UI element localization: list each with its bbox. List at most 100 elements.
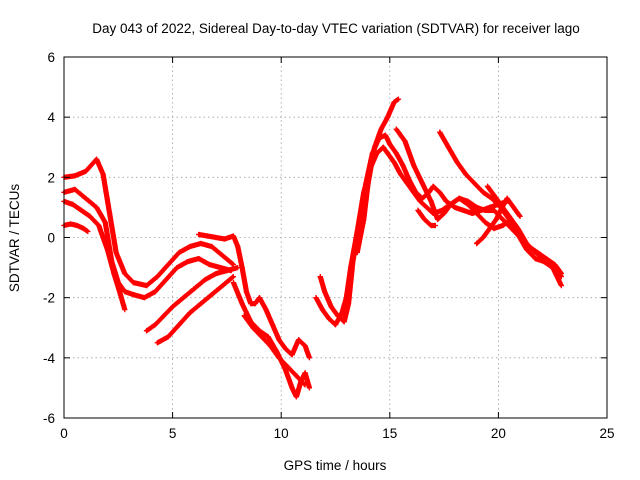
data-point — [482, 219, 488, 226]
data-point — [256, 295, 263, 301]
data-point — [302, 343, 308, 349]
data-point — [104, 246, 111, 253]
data-point — [480, 189, 486, 195]
data-point — [143, 328, 150, 334]
data-point — [85, 228, 91, 235]
data-point — [285, 364, 291, 370]
series-track-16 — [474, 195, 523, 247]
data-point — [402, 138, 408, 144]
data-point — [176, 249, 182, 256]
data-point — [111, 271, 117, 277]
data-point — [187, 243, 193, 250]
data-point — [198, 301, 204, 307]
data-point — [452, 204, 458, 211]
data-point — [302, 382, 308, 388]
data-point — [176, 322, 182, 328]
data-point — [417, 198, 423, 204]
data-point — [393, 126, 399, 132]
data-point — [465, 198, 471, 204]
data-point — [152, 322, 158, 328]
data-point — [219, 283, 226, 289]
grid-lines — [64, 57, 607, 418]
data-point — [241, 313, 247, 319]
data-point — [213, 271, 219, 277]
data-point — [289, 352, 295, 358]
data-point — [72, 173, 78, 179]
data-point — [515, 225, 521, 232]
data-point — [474, 240, 480, 247]
series-track-5 — [143, 264, 241, 334]
data-point — [209, 292, 215, 298]
data-point — [117, 292, 124, 298]
data-point — [198, 240, 204, 247]
data-point — [154, 340, 160, 346]
data-point — [152, 289, 158, 295]
data-point — [235, 243, 241, 250]
data-point — [474, 210, 480, 217]
data-point — [391, 159, 397, 165]
data-point — [170, 304, 176, 310]
data-point — [130, 280, 137, 286]
data-point — [202, 277, 208, 283]
series-track-9 — [241, 313, 308, 388]
data-point — [269, 322, 276, 328]
data-point — [428, 222, 434, 229]
data-point — [411, 162, 417, 168]
data-point — [415, 207, 421, 214]
data-point — [380, 144, 386, 150]
data-point — [248, 301, 254, 307]
data-point — [445, 144, 452, 150]
data-point — [434, 216, 441, 223]
data-point — [491, 225, 497, 232]
data-point — [491, 207, 497, 214]
data-point — [491, 192, 497, 198]
data-point — [174, 264, 180, 271]
data-point — [282, 346, 289, 352]
data-point — [428, 198, 434, 204]
data-point — [191, 286, 197, 292]
data-point — [180, 295, 187, 301]
data-point — [541, 255, 547, 262]
data-point — [204, 233, 210, 239]
data-point — [517, 213, 523, 220]
x-tick-label: 5 — [169, 426, 177, 441]
data-point — [493, 216, 499, 223]
y-tick-label: -2 — [43, 291, 55, 306]
data-point — [319, 307, 326, 313]
data-point — [441, 210, 447, 217]
data-point — [341, 319, 347, 325]
data-point — [558, 274, 564, 280]
data-point — [107, 210, 113, 217]
data-point — [326, 316, 332, 322]
data-point — [385, 150, 391, 156]
data-point — [143, 283, 150, 289]
data-point — [385, 114, 391, 120]
data-point — [463, 171, 469, 177]
data-point — [276, 355, 282, 361]
data-point — [267, 343, 273, 349]
data-point — [317, 274, 323, 280]
x-tick-label: 25 — [599, 426, 614, 441]
x-tick-label: 0 — [60, 426, 68, 441]
data-point — [500, 216, 506, 223]
data-point — [154, 274, 160, 280]
data-point — [122, 289, 128, 295]
series-track-1 — [61, 156, 237, 289]
data-point — [393, 150, 399, 156]
data-point — [482, 207, 488, 214]
data-point — [93, 204, 100, 211]
data-point — [487, 225, 493, 232]
y-tick-label: 2 — [47, 170, 55, 185]
data-point — [222, 236, 228, 242]
data-point — [421, 216, 428, 223]
data-point — [524, 246, 530, 253]
chart-title: Day 043 of 2022, Sidereal Day-to-day VTE… — [92, 21, 579, 36]
data-point — [87, 213, 93, 220]
data-point — [293, 394, 300, 400]
data-point — [276, 337, 282, 343]
data-point — [252, 301, 258, 307]
data-point — [219, 252, 226, 259]
series-track-4 — [61, 221, 91, 235]
data-point — [484, 183, 491, 189]
x-tick-label: 10 — [274, 426, 289, 441]
